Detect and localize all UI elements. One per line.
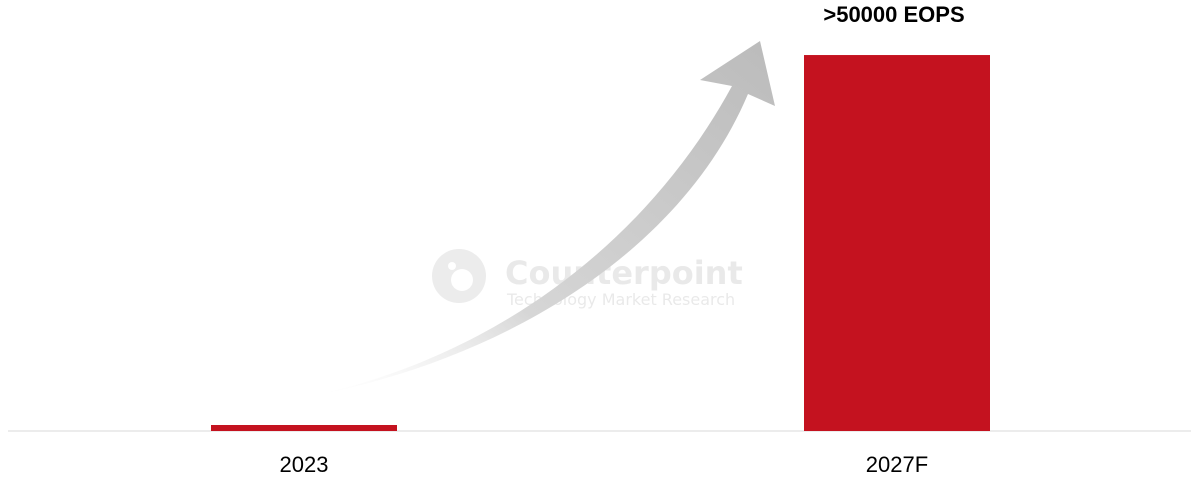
data-label: >50000 EOPS — [823, 2, 964, 27]
watermark-name: Counterpoint — [505, 254, 743, 292]
watermark-logo-icon — [432, 249, 486, 303]
growth-arrow-icon — [312, 41, 775, 396]
x-tick-label: 2023 — [280, 452, 329, 477]
bar-2027f — [804, 55, 990, 432]
bars — [211, 55, 990, 432]
bar-2023 — [211, 425, 397, 431]
labels: 2023 2027F >50000 EOPS — [280, 2, 965, 477]
x-tick-label: 2027F — [866, 452, 928, 477]
